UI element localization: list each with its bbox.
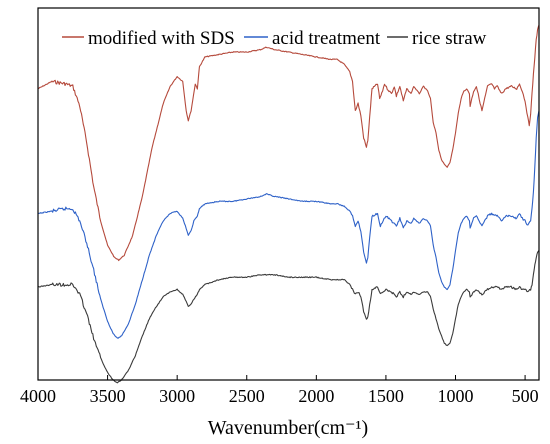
x-axis-ticks: 4000 3500 3000 2500 2000 1500 1000 500 <box>20 375 539 406</box>
legend: modified with SDS acid treatment rice st… <box>62 28 487 49</box>
x-tick-label-3500: 3500 <box>90 386 126 406</box>
x-tick-label-3000: 3000 <box>159 386 195 406</box>
x-tick-label-2000: 2000 <box>298 386 334 406</box>
legend-label-acid-treatment: acid treatment <box>272 28 381 49</box>
x-tick-label-500: 500 <box>512 386 539 406</box>
legend-label-rice-straw: rice straw <box>412 28 487 49</box>
series-line-acid-treatment <box>37 110 540 339</box>
x-tick-label-4000: 4000 <box>20 386 56 406</box>
x-axis-title: Wavenumber(cm⁻¹) <box>208 417 368 439</box>
x-tick-label-1000: 1000 <box>438 386 474 406</box>
series-layer <box>37 24 540 384</box>
x-tick-label-1500: 1500 <box>368 386 404 406</box>
x-tick-label-2500: 2500 <box>229 386 265 406</box>
legend-label-modified-with-sds: modified with SDS <box>88 28 235 49</box>
plot-frame <box>37 7 540 381</box>
series-line-modified-with-sds <box>37 24 540 262</box>
series-line-rice-straw <box>37 249 540 384</box>
